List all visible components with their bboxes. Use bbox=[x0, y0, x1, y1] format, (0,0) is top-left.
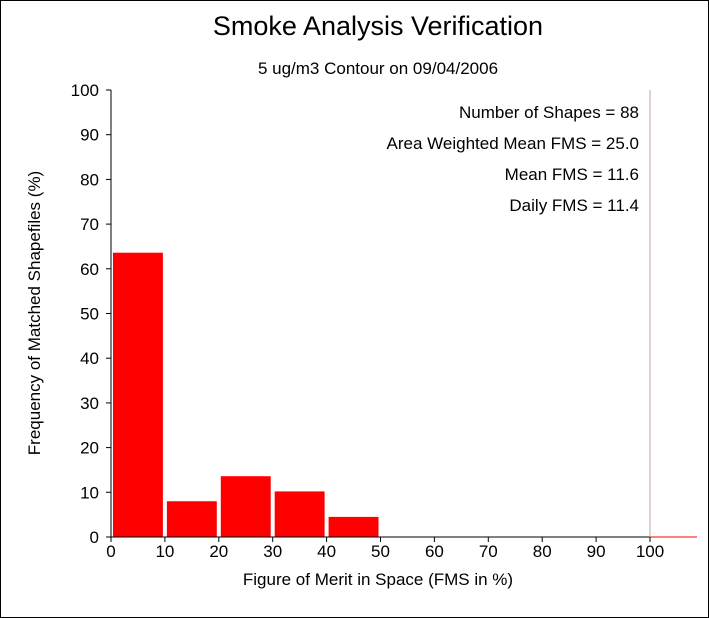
y-tick-label: 60 bbox=[80, 260, 99, 279]
x-tick-label: 10 bbox=[155, 542, 174, 561]
x-tick-labels: 0 10 20 30 40 50 60 70 80 90 100 bbox=[106, 542, 664, 561]
x-tick-label: 0 bbox=[106, 542, 115, 561]
chart-title: Smoke Analysis Verification bbox=[213, 11, 543, 41]
x-tick-label: 90 bbox=[587, 542, 606, 561]
stat-line: Area Weighted Mean FMS = 25.0 bbox=[387, 134, 639, 153]
y-tick-label: 0 bbox=[90, 528, 99, 547]
x-tick-label: 70 bbox=[479, 542, 498, 561]
x-tick-label: 80 bbox=[533, 542, 552, 561]
x-axis-label: Figure of Merit in Space (FMS in %) bbox=[243, 570, 513, 589]
y-tick-label: 50 bbox=[80, 305, 99, 324]
y-tick-label: 100 bbox=[71, 81, 99, 100]
y-axis-label: Frequency of Matched Shapefiles (%) bbox=[25, 171, 44, 455]
stat-line: Daily FMS = 11.4 bbox=[509, 196, 639, 215]
bar-3 bbox=[274, 491, 325, 537]
y-tick-label: 10 bbox=[80, 483, 99, 502]
bar-1 bbox=[166, 501, 217, 537]
stat-line: Number of Shapes = 88 bbox=[459, 103, 639, 122]
x-tick-label: 60 bbox=[425, 542, 444, 561]
x-tick-label: 100 bbox=[636, 542, 664, 561]
bar-4 bbox=[328, 516, 379, 537]
y-tick-label: 80 bbox=[80, 170, 99, 189]
x-tick-label: 50 bbox=[371, 542, 390, 561]
y-tick-label: 90 bbox=[80, 126, 99, 145]
y-tick-label: 20 bbox=[80, 439, 99, 458]
chart-subtitle: 5 ug/m3 Contour on 09/04/2006 bbox=[258, 59, 498, 78]
y-tick-labels: 0 10 20 30 40 50 60 70 80 90 100 bbox=[71, 81, 99, 547]
x-tick-label: 40 bbox=[317, 542, 336, 561]
stat-line: Mean FMS = 11.6 bbox=[505, 165, 639, 184]
x-tick-label: 20 bbox=[209, 542, 228, 561]
stats-annotations: Number of Shapes = 88 Area Weighted Mean … bbox=[387, 103, 639, 215]
bar-2 bbox=[220, 476, 271, 537]
y-tick-label: 30 bbox=[80, 394, 99, 413]
bar-group bbox=[113, 252, 379, 537]
x-tick-label: 30 bbox=[263, 542, 282, 561]
y-tick-label: 40 bbox=[80, 349, 99, 368]
bar-0 bbox=[113, 252, 163, 537]
axes bbox=[106, 89, 697, 542]
y-tick-label: 70 bbox=[80, 215, 99, 234]
